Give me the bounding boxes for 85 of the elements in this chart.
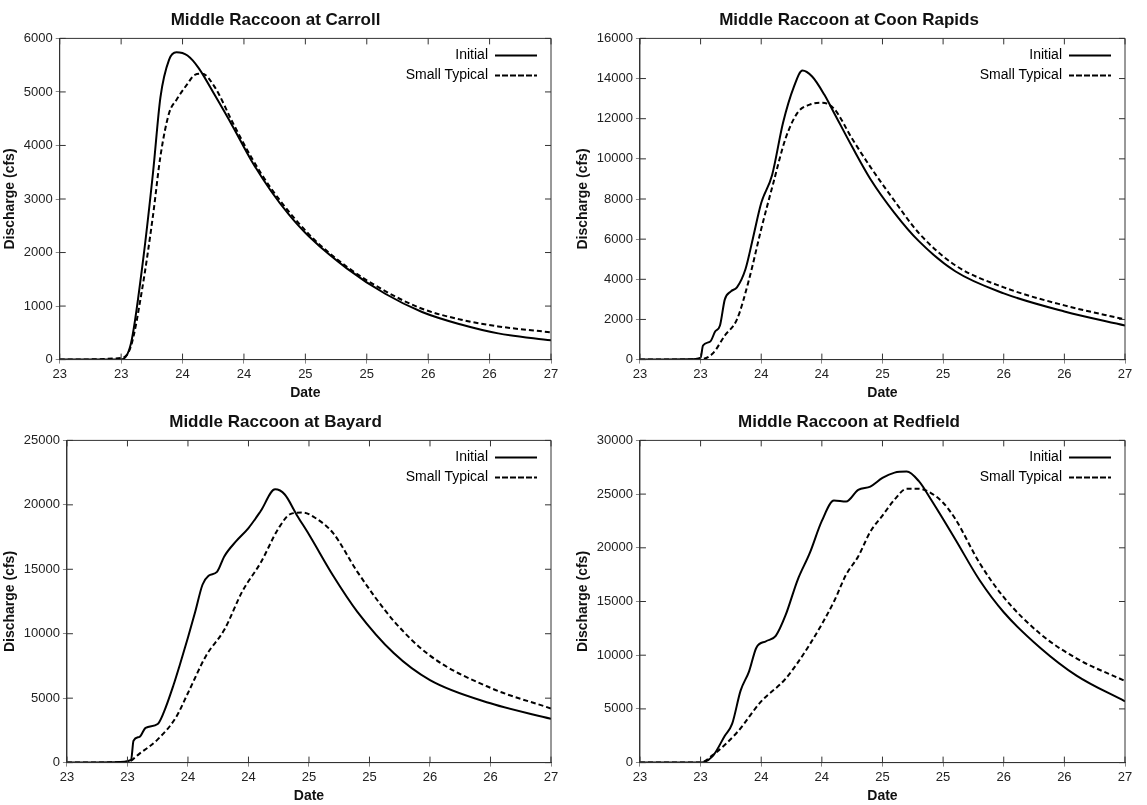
chart-title: Middle Raccoon at Redfield (738, 411, 960, 431)
x-tick-label: 26 (422, 768, 438, 784)
legend-label: Initial (1029, 448, 1062, 465)
x-axis-title: Date (293, 787, 325, 804)
y-tick-label: 20000 (596, 539, 633, 555)
y-tick-label: 6000 (604, 230, 633, 246)
x-tick-label: 25 (935, 768, 951, 784)
x-tick-label: 23 (632, 768, 648, 784)
y-tick-label: 4000 (23, 137, 53, 153)
x-tick-label: 23 (693, 768, 708, 784)
x-tick-label: 26 (996, 768, 1011, 784)
y-tick-label: 2000 (23, 244, 53, 260)
x-axis-title: Date (867, 384, 898, 401)
x-tick-label: 24 (753, 365, 769, 381)
y-axis-title: Discharge (cfs) (574, 148, 591, 250)
x-tick-label: 27 (1117, 365, 1133, 381)
y-axis-title: Discharge (cfs) (1, 148, 18, 250)
x-tick-label: 24 (175, 365, 190, 381)
y-tick-label: 10000 (596, 150, 633, 166)
x-tick-label: 25 (362, 768, 377, 784)
y-tick-label: 10000 (23, 625, 60, 641)
x-tick-label: 23 (52, 365, 67, 381)
x-tick-label: 24 (814, 768, 830, 784)
x-tick-label: 27 (1117, 768, 1133, 784)
x-tick-label: 26 (1057, 768, 1072, 784)
x-tick-label: 24 (241, 768, 256, 784)
x-tick-label: 27 (543, 768, 559, 784)
x-tick-label: 27 (543, 365, 559, 381)
legend-label: Small Typical (979, 468, 1062, 485)
y-axis-title: Discharge (cfs) (574, 550, 591, 653)
x-tick-label: 26 (1057, 365, 1072, 381)
y-tick-label: 0 (45, 351, 53, 367)
y-tick-label: 30000 (596, 431, 633, 447)
x-tick-label: 26 (483, 768, 498, 784)
x-tick-label: 25 (875, 768, 890, 784)
x-tick-label: 26 (996, 365, 1011, 381)
legend-label: Initial (455, 46, 488, 63)
y-tick-label: 10000 (596, 646, 633, 662)
y-tick-label: 0 (52, 754, 60, 770)
x-tick-label: 24 (753, 768, 769, 784)
y-tick-label: 3000 (23, 190, 53, 206)
x-tick-label: 25 (935, 365, 951, 381)
y-tick-label: 14000 (596, 70, 633, 86)
x-tick-label: 24 (180, 768, 196, 784)
y-tick-label: 15000 (596, 593, 633, 609)
x-tick-label: 24 (236, 365, 252, 381)
y-tick-label: 25000 (596, 485, 633, 501)
x-axis-title: Date (290, 384, 321, 401)
legend-label: Small Typical (405, 468, 488, 485)
y-tick-label: 8000 (604, 190, 633, 206)
y-tick-label: 15000 (23, 560, 60, 576)
x-axis-title: Date (867, 787, 898, 804)
x-tick-label: 26 (420, 365, 436, 381)
x-tick-label: 25 (298, 365, 313, 381)
y-tick-label: 12000 (596, 110, 633, 126)
legend-label: Initial (455, 448, 488, 465)
y-tick-label: 5000 (31, 689, 60, 705)
y-axis-title: Discharge (cfs) (1, 550, 18, 653)
x-tick-label: 24 (814, 365, 830, 381)
y-tick-label: 0 (625, 754, 633, 770)
x-tick-label: 25 (875, 365, 890, 381)
x-tick-label: 23 (693, 365, 708, 381)
legend-label: Small Typical (979, 66, 1062, 83)
y-tick-label: 1000 (23, 297, 53, 313)
y-tick-label: 0 (625, 351, 633, 367)
x-tick-label: 26 (482, 365, 497, 381)
x-tick-label: 23 (632, 365, 648, 381)
legend-label: Initial (1029, 46, 1062, 63)
x-tick-label: 23 (113, 365, 129, 381)
chart-title: Middle Raccoon at Bayard (169, 411, 382, 431)
x-tick-label: 25 (359, 365, 374, 381)
chart-title: Middle Raccoon at Coon Rapids (719, 9, 979, 29)
y-tick-label: 4000 (604, 270, 633, 286)
y-tick-label: 16000 (596, 29, 633, 45)
y-tick-label: 5000 (604, 700, 633, 716)
y-tick-label: 25000 (23, 431, 60, 447)
x-tick-label: 23 (59, 768, 75, 784)
y-tick-label: 5000 (23, 83, 53, 99)
legend-label: Small Typical (405, 66, 488, 83)
y-tick-label: 6000 (23, 29, 53, 45)
x-tick-label: 25 (301, 768, 317, 784)
x-tick-label: 23 (120, 768, 135, 784)
chart-title: Middle Raccoon at Carroll (170, 9, 381, 29)
y-tick-label: 20000 (23, 496, 60, 512)
y-tick-label: 2000 (604, 311, 633, 327)
